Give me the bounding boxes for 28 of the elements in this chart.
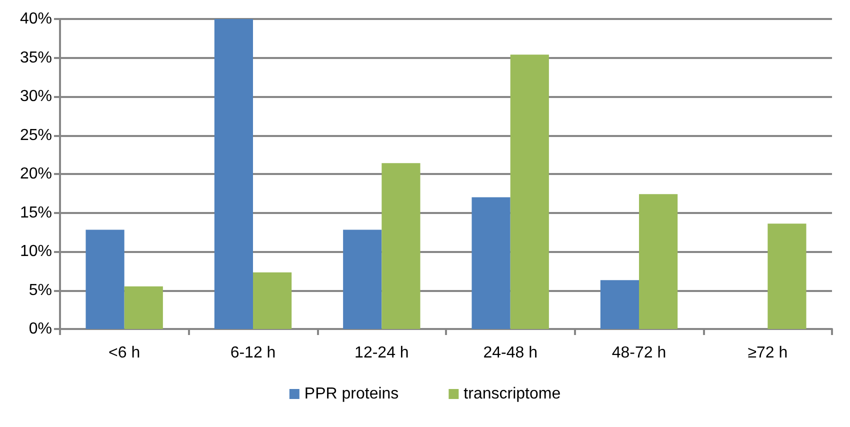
- bar: [214, 19, 253, 329]
- bar: [253, 272, 292, 329]
- x-tick-label: 24-48 h: [483, 344, 538, 362]
- y-tick-label: 5%: [28, 282, 52, 299]
- y-tick-label: 40%: [20, 10, 52, 28]
- y-tick-label: 10%: [20, 243, 52, 260]
- bar: [600, 280, 639, 329]
- x-tick-label: 48-72 h: [612, 344, 666, 362]
- bar: [86, 230, 124, 329]
- y-tick-label: 0%: [28, 320, 52, 338]
- x-tick-label: 6-12 h: [230, 344, 276, 362]
- legend-label: PPR proteins: [304, 386, 399, 402]
- y-tick-label: 35%: [20, 49, 52, 66]
- x-tick-label: <6 h: [108, 344, 140, 362]
- y-tick-label: 15%: [20, 204, 52, 222]
- bar: [768, 224, 806, 329]
- bar: [382, 163, 420, 329]
- legend-label: transcriptome: [464, 386, 561, 402]
- y-tick-label: 20%: [20, 166, 52, 182]
- bar: [510, 54, 549, 329]
- bar: [639, 194, 678, 329]
- bar: [472, 197, 510, 329]
- x-tick-label: 12-24 h: [354, 344, 409, 362]
- bar: [124, 286, 163, 329]
- y-tick-label: 30%: [20, 88, 52, 105]
- y-tick-label: 25%: [20, 126, 52, 144]
- x-tick-label: ≥72 h: [748, 344, 788, 362]
- bar: [343, 230, 382, 329]
